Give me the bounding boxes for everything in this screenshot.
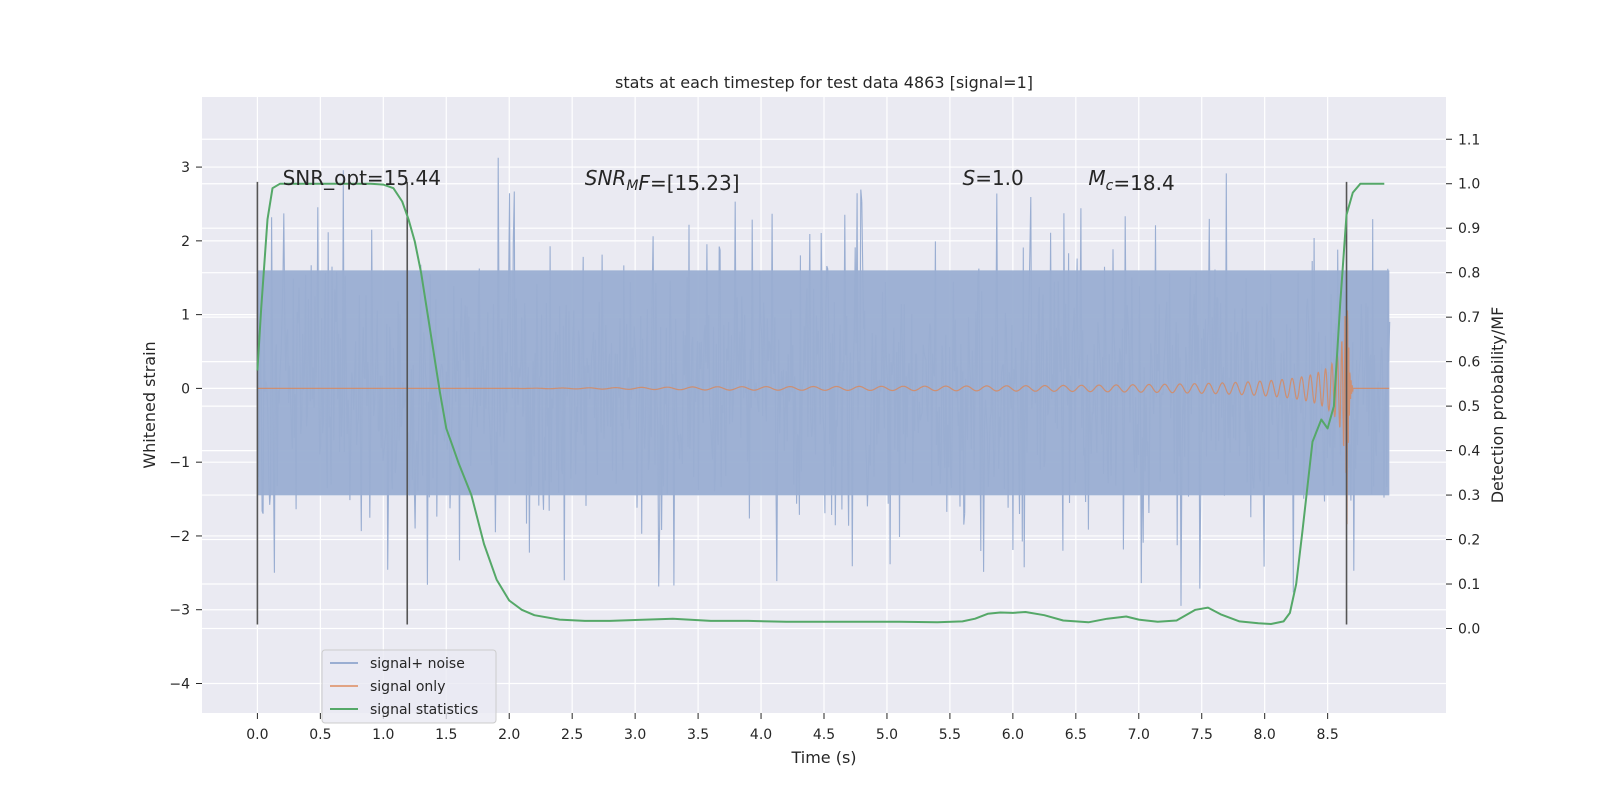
annotation-part: F xyxy=(638,171,650,195)
vertical-markers xyxy=(256,181,1348,625)
x-tick-label: 4.5 xyxy=(813,727,835,743)
x-tick-label: 5.5 xyxy=(939,727,961,743)
y-tick-label: 2 xyxy=(181,234,190,250)
x-tick-label: 2.5 xyxy=(561,727,583,743)
y2-tick-label: 1.1 xyxy=(1458,132,1480,148)
y2-tick-labels: 0.0 0.1 0.2 0.3 0.4 0.5 0.6 0.7 0.8 0.9 1.0 1.1 xyxy=(1446,132,1480,637)
x-tick-labels: 0.0 0.5 1.0 1.5 2.0 2.5 3.0 3.5 4.0 4.5 5.0 5.5 6.0 6… xyxy=(246,713,1339,743)
signal-series xyxy=(257,310,1390,525)
annotation-part: c xyxy=(1106,178,1114,194)
x-tick-label: 5.0 xyxy=(876,727,898,743)
annotation-part: =18.4 xyxy=(1113,171,1174,195)
y2-tick-label: 0.9 xyxy=(1458,221,1480,237)
signal-only-line xyxy=(257,310,1390,525)
x-axis-label: Time (s) xyxy=(790,748,856,767)
annotation-text: SNR_opt=15.44 xyxy=(283,166,441,190)
statistics-series xyxy=(256,182,1385,625)
x-tick-label: 6.5 xyxy=(1065,727,1087,743)
y-tick-label: 0 xyxy=(181,381,190,397)
annotations: SNR_opt=15.44 SNRMF=[15.23] S=1.0 Mc=18.4 xyxy=(283,166,1175,195)
y2-tick-label: 0.0 xyxy=(1458,621,1480,637)
y-tick-label: −4 xyxy=(169,676,190,692)
y-tick-label: 1 xyxy=(181,308,190,324)
x-tick-label: 7.5 xyxy=(1191,727,1213,743)
legend: signal+ noise signal only signal statist… xyxy=(321,649,497,724)
y2-tick-label: 0.7 xyxy=(1458,310,1480,326)
annotation-part: S xyxy=(963,166,976,190)
x-tick-label: 3.5 xyxy=(687,727,709,743)
x-tick-label: 2.0 xyxy=(498,727,520,743)
noise-series xyxy=(256,157,1391,606)
y2-tick-label: 0.6 xyxy=(1458,355,1480,371)
legend-label-noise: signal+ noise xyxy=(370,656,465,672)
x-tick-label: 4.0 xyxy=(750,727,772,743)
x-tick-label: 1.5 xyxy=(435,727,457,743)
legend-box xyxy=(321,649,497,724)
y-tick-labels: −4 −3 −2 −1 0 1 2 3 xyxy=(169,160,202,692)
annotation-part: =[15.23] xyxy=(650,171,740,195)
y-tick-label: 3 xyxy=(181,160,190,176)
y-tick-label: −3 xyxy=(169,603,190,619)
y2-tick-label: 0.2 xyxy=(1458,533,1480,549)
y2-tick-label: 0.1 xyxy=(1458,577,1480,593)
x-tick-label: 6.0 xyxy=(1002,727,1024,743)
y-tick-label: −1 xyxy=(169,455,190,471)
annotation-part: =1.0 xyxy=(975,166,1024,190)
x-tick-label: 8.5 xyxy=(1317,727,1339,743)
y2-tick-label: 1.0 xyxy=(1458,177,1480,193)
y2-axis-label: Detection probability/MF xyxy=(1488,307,1507,504)
annotation-part: M xyxy=(1088,166,1105,190)
y-axis-label: Whitened strain xyxy=(140,341,159,468)
legend-label-signal: signal only xyxy=(370,679,445,695)
y2-tick-label: 0.3 xyxy=(1458,488,1480,504)
x-tick-label: 1.0 xyxy=(372,727,394,743)
y2-tick-label: 0.5 xyxy=(1458,399,1480,415)
x-tick-label: 8.0 xyxy=(1254,727,1276,743)
y2-tick-label: 0.4 xyxy=(1458,444,1480,460)
annotation-text: SNRMF=[15.23] xyxy=(585,166,740,195)
x-tick-label: 0.0 xyxy=(246,727,268,743)
annotation-text: S=1.0 xyxy=(963,166,1024,190)
legend-label-statistics: signal statistics xyxy=(370,702,478,718)
x-tick-label: 7.0 xyxy=(1128,727,1150,743)
y-tick-label: −2 xyxy=(169,529,190,545)
statistics-line xyxy=(256,182,1385,625)
chart-title: stats at each timestep for test data 486… xyxy=(615,73,1033,92)
annotation-part: M xyxy=(626,178,638,194)
annotation-part: SNR xyxy=(585,166,627,190)
x-tick-label: 0.5 xyxy=(309,727,331,743)
annotation-text: Mc=18.4 xyxy=(1088,166,1174,195)
x-tick-label: 3.0 xyxy=(624,727,646,743)
y2-tick-label: 0.8 xyxy=(1458,266,1480,282)
